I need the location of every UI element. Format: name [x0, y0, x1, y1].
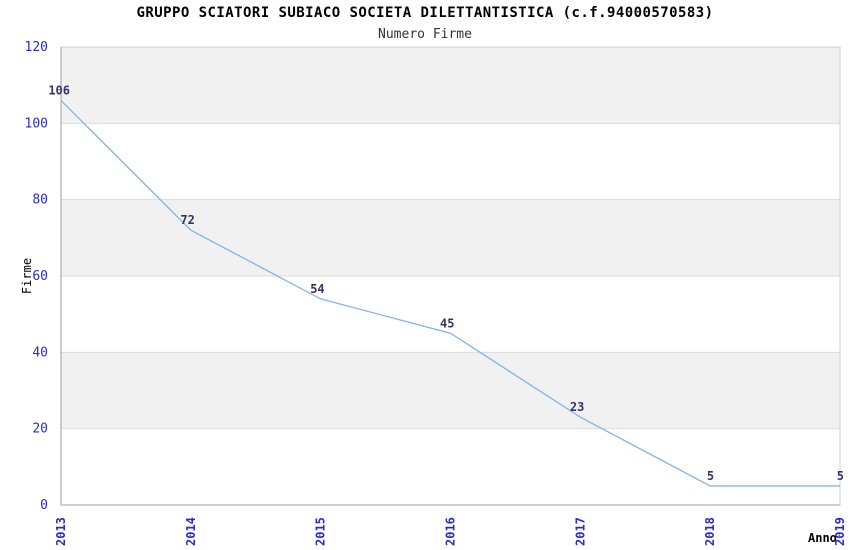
x-tick-label: 2013 [54, 517, 68, 546]
data-label: 45 [440, 316, 454, 330]
data-line [60, 99, 840, 487]
data-label: 23 [570, 400, 584, 414]
data-label: 5 [837, 469, 844, 483]
y-tick-label: 120 [25, 40, 48, 55]
plot-band [61, 352, 840, 429]
data-label: 54 [310, 282, 324, 296]
plot-band [61, 47, 840, 124]
x-tick-label: 2015 [314, 517, 328, 546]
y-tick-label: 60 [32, 269, 48, 284]
data-label: 5 [707, 469, 714, 483]
data-label: 106 [48, 83, 70, 97]
y-axis-title: Firme [20, 258, 34, 294]
plot-band [61, 199, 840, 276]
chart-title: GRUPPO SCIATORI SUBIACO SOCIETA DILETTAN… [136, 5, 714, 21]
y-tick-label: 20 [32, 422, 48, 437]
data-label: 72 [180, 213, 194, 227]
chart-subtitle: Numero Firme [378, 27, 472, 42]
x-tick-label: 2018 [703, 517, 717, 546]
y-tick-label: 100 [25, 116, 48, 131]
x-tick-label: 2019 [833, 517, 847, 546]
x-tick-label: 2017 [573, 517, 587, 546]
x-axis-title: Anno [808, 531, 837, 545]
y-tick-label: 80 [32, 193, 48, 208]
y-tick-label: 40 [32, 345, 48, 360]
y-tick-label: 0 [40, 498, 48, 513]
x-tick-label: 2014 [184, 517, 198, 546]
x-tick-label: 2016 [444, 517, 458, 546]
